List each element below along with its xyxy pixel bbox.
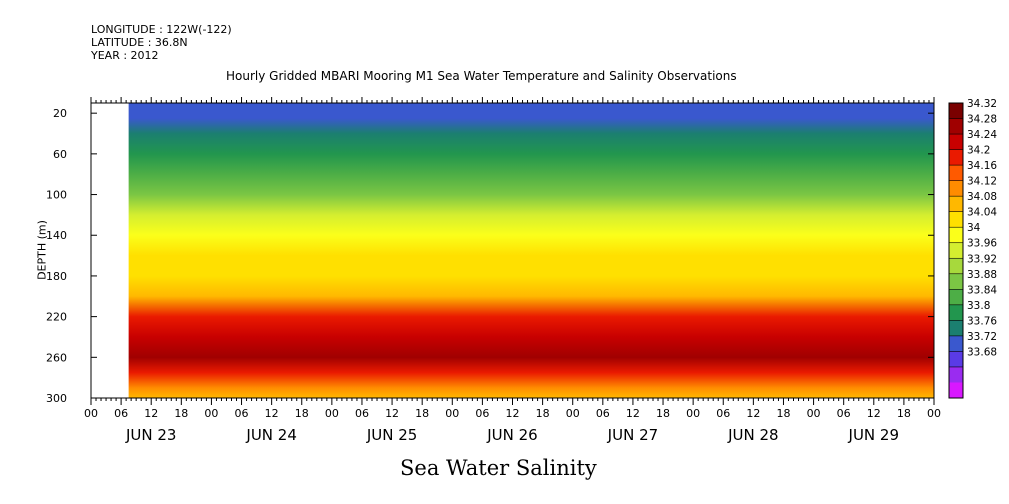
colorbar-bin [949, 134, 963, 151]
colorbar-bin [949, 335, 963, 352]
x-tick-label: 12 [506, 407, 520, 420]
colorbar-bin [949, 165, 963, 182]
x-tick-label: 00 [566, 407, 580, 420]
x-tick-label: 00 [686, 407, 700, 420]
x-axis-label: Sea Water Salinity [400, 456, 597, 480]
day-label: JUN 25 [366, 426, 417, 444]
colorbar-bin [949, 382, 963, 399]
colorbar-bin [949, 103, 963, 120]
colorbar-bin [949, 149, 963, 166]
x-tick-label: 06 [716, 407, 730, 420]
colorbar-frame [948, 102, 964, 399]
colorbar-label: 34.08 [967, 191, 997, 203]
x-tick-label: 00 [325, 407, 339, 420]
colorbar-label: 34.2 [967, 145, 990, 157]
latitude-label: LATITUDE : 36.8N [91, 36, 188, 49]
x-tick-label: 18 [295, 407, 309, 420]
x-tick-label: 06 [355, 407, 369, 420]
longitude-label: LONGITUDE : 122W(-122) [91, 23, 232, 36]
colorbar-label: 34.12 [967, 176, 997, 188]
colorbar-label: 33.76 [967, 315, 997, 327]
colorbar-label: 33.8 [967, 300, 990, 312]
x-tick-label: 06 [596, 407, 610, 420]
x-tick-label: 06 [475, 407, 489, 420]
day-label: JUN 23 [125, 426, 176, 444]
colorbar-bin [949, 227, 963, 244]
year-label: YEAR : 2012 [91, 49, 159, 62]
y-tick-label: 100 [46, 189, 67, 202]
x-tick-label: 00 [927, 407, 941, 420]
x-tick-label: 12 [144, 407, 158, 420]
x-tick-label: 06 [235, 407, 249, 420]
colorbar-bin [949, 320, 963, 337]
y-tick-label: 20 [53, 107, 67, 120]
y-tick-label: 220 [46, 311, 67, 324]
colorbar-label: 33.72 [967, 331, 997, 343]
colorbar-label: 34.32 [967, 98, 997, 110]
x-tick-label: 18 [776, 407, 790, 420]
day-label: JUN 28 [727, 426, 778, 444]
colorbar-bin [949, 211, 963, 228]
colorbar-label: 33.88 [967, 269, 997, 281]
y-tick-label: 60 [53, 148, 67, 161]
x-tick-label: 18 [897, 407, 911, 420]
x-tick-label: 12 [626, 407, 640, 420]
colorbar-bin [949, 258, 963, 275]
colorbar-label: 33.92 [967, 253, 997, 265]
x-tick-label: 12 [867, 407, 881, 420]
x-tick-label: 18 [656, 407, 670, 420]
axes: 20 60 100 140 180 220 260 300 00 06 12 18 00 06 12 18 00… [46, 97, 941, 444]
colorbar: 34.32 34.28 34.24 34.2 34.16 34.12 34.08 34.04 3… [948, 98, 997, 399]
x-tick-label: 18 [415, 407, 429, 420]
colorbar-label: 34.28 [967, 114, 997, 126]
colorbar-bin [949, 180, 963, 197]
x-tick-label: 18 [174, 407, 188, 420]
day-label: JUN 24 [245, 426, 296, 444]
plot-area [128, 103, 935, 398]
y-tick-label: 300 [46, 392, 67, 405]
colorbar-label: 34.24 [967, 129, 997, 141]
day-label: JUN 29 [848, 426, 899, 444]
x-tick-label: 12 [265, 407, 279, 420]
y-tick-label: 180 [46, 270, 67, 283]
colorbar-label: 33.68 [967, 346, 997, 358]
y-tick-label: 140 [46, 229, 67, 242]
day-label: JUN 27 [607, 426, 658, 444]
colorbar-bin [949, 304, 963, 321]
colorbar-bin [949, 366, 963, 383]
colorbar-label: 34 [967, 222, 981, 234]
colorbar-label: 34.16 [967, 160, 997, 172]
x-tick-label: 12 [746, 407, 760, 420]
x-tick-label: 00 [84, 407, 98, 420]
x-tick-label: 12 [385, 407, 399, 420]
chart-title: Hourly Gridded MBARI Mooring M1 Sea Wate… [226, 69, 737, 83]
colorbar-label: 33.84 [967, 284, 997, 296]
colorbar-bin [949, 273, 963, 290]
x-tick-label: 06 [837, 407, 851, 420]
x-tick-label: 18 [536, 407, 550, 420]
x-tick-label: 00 [807, 407, 821, 420]
colorbar-bin [949, 118, 963, 135]
colorbar-bin [949, 196, 963, 213]
x-tick-label: 06 [114, 407, 128, 420]
colorbar-label: 34.04 [967, 207, 997, 219]
colorbar-bin [949, 289, 963, 306]
colorbar-bin [949, 242, 963, 259]
day-label: JUN 26 [486, 426, 537, 444]
colorbar-bin [949, 351, 963, 368]
x-tick-label: 00 [204, 407, 218, 420]
salinity-field [128, 103, 935, 398]
x-tick-label: 00 [445, 407, 459, 420]
y-tick-label: 260 [46, 351, 67, 364]
colorbar-label: 33.96 [967, 238, 997, 250]
